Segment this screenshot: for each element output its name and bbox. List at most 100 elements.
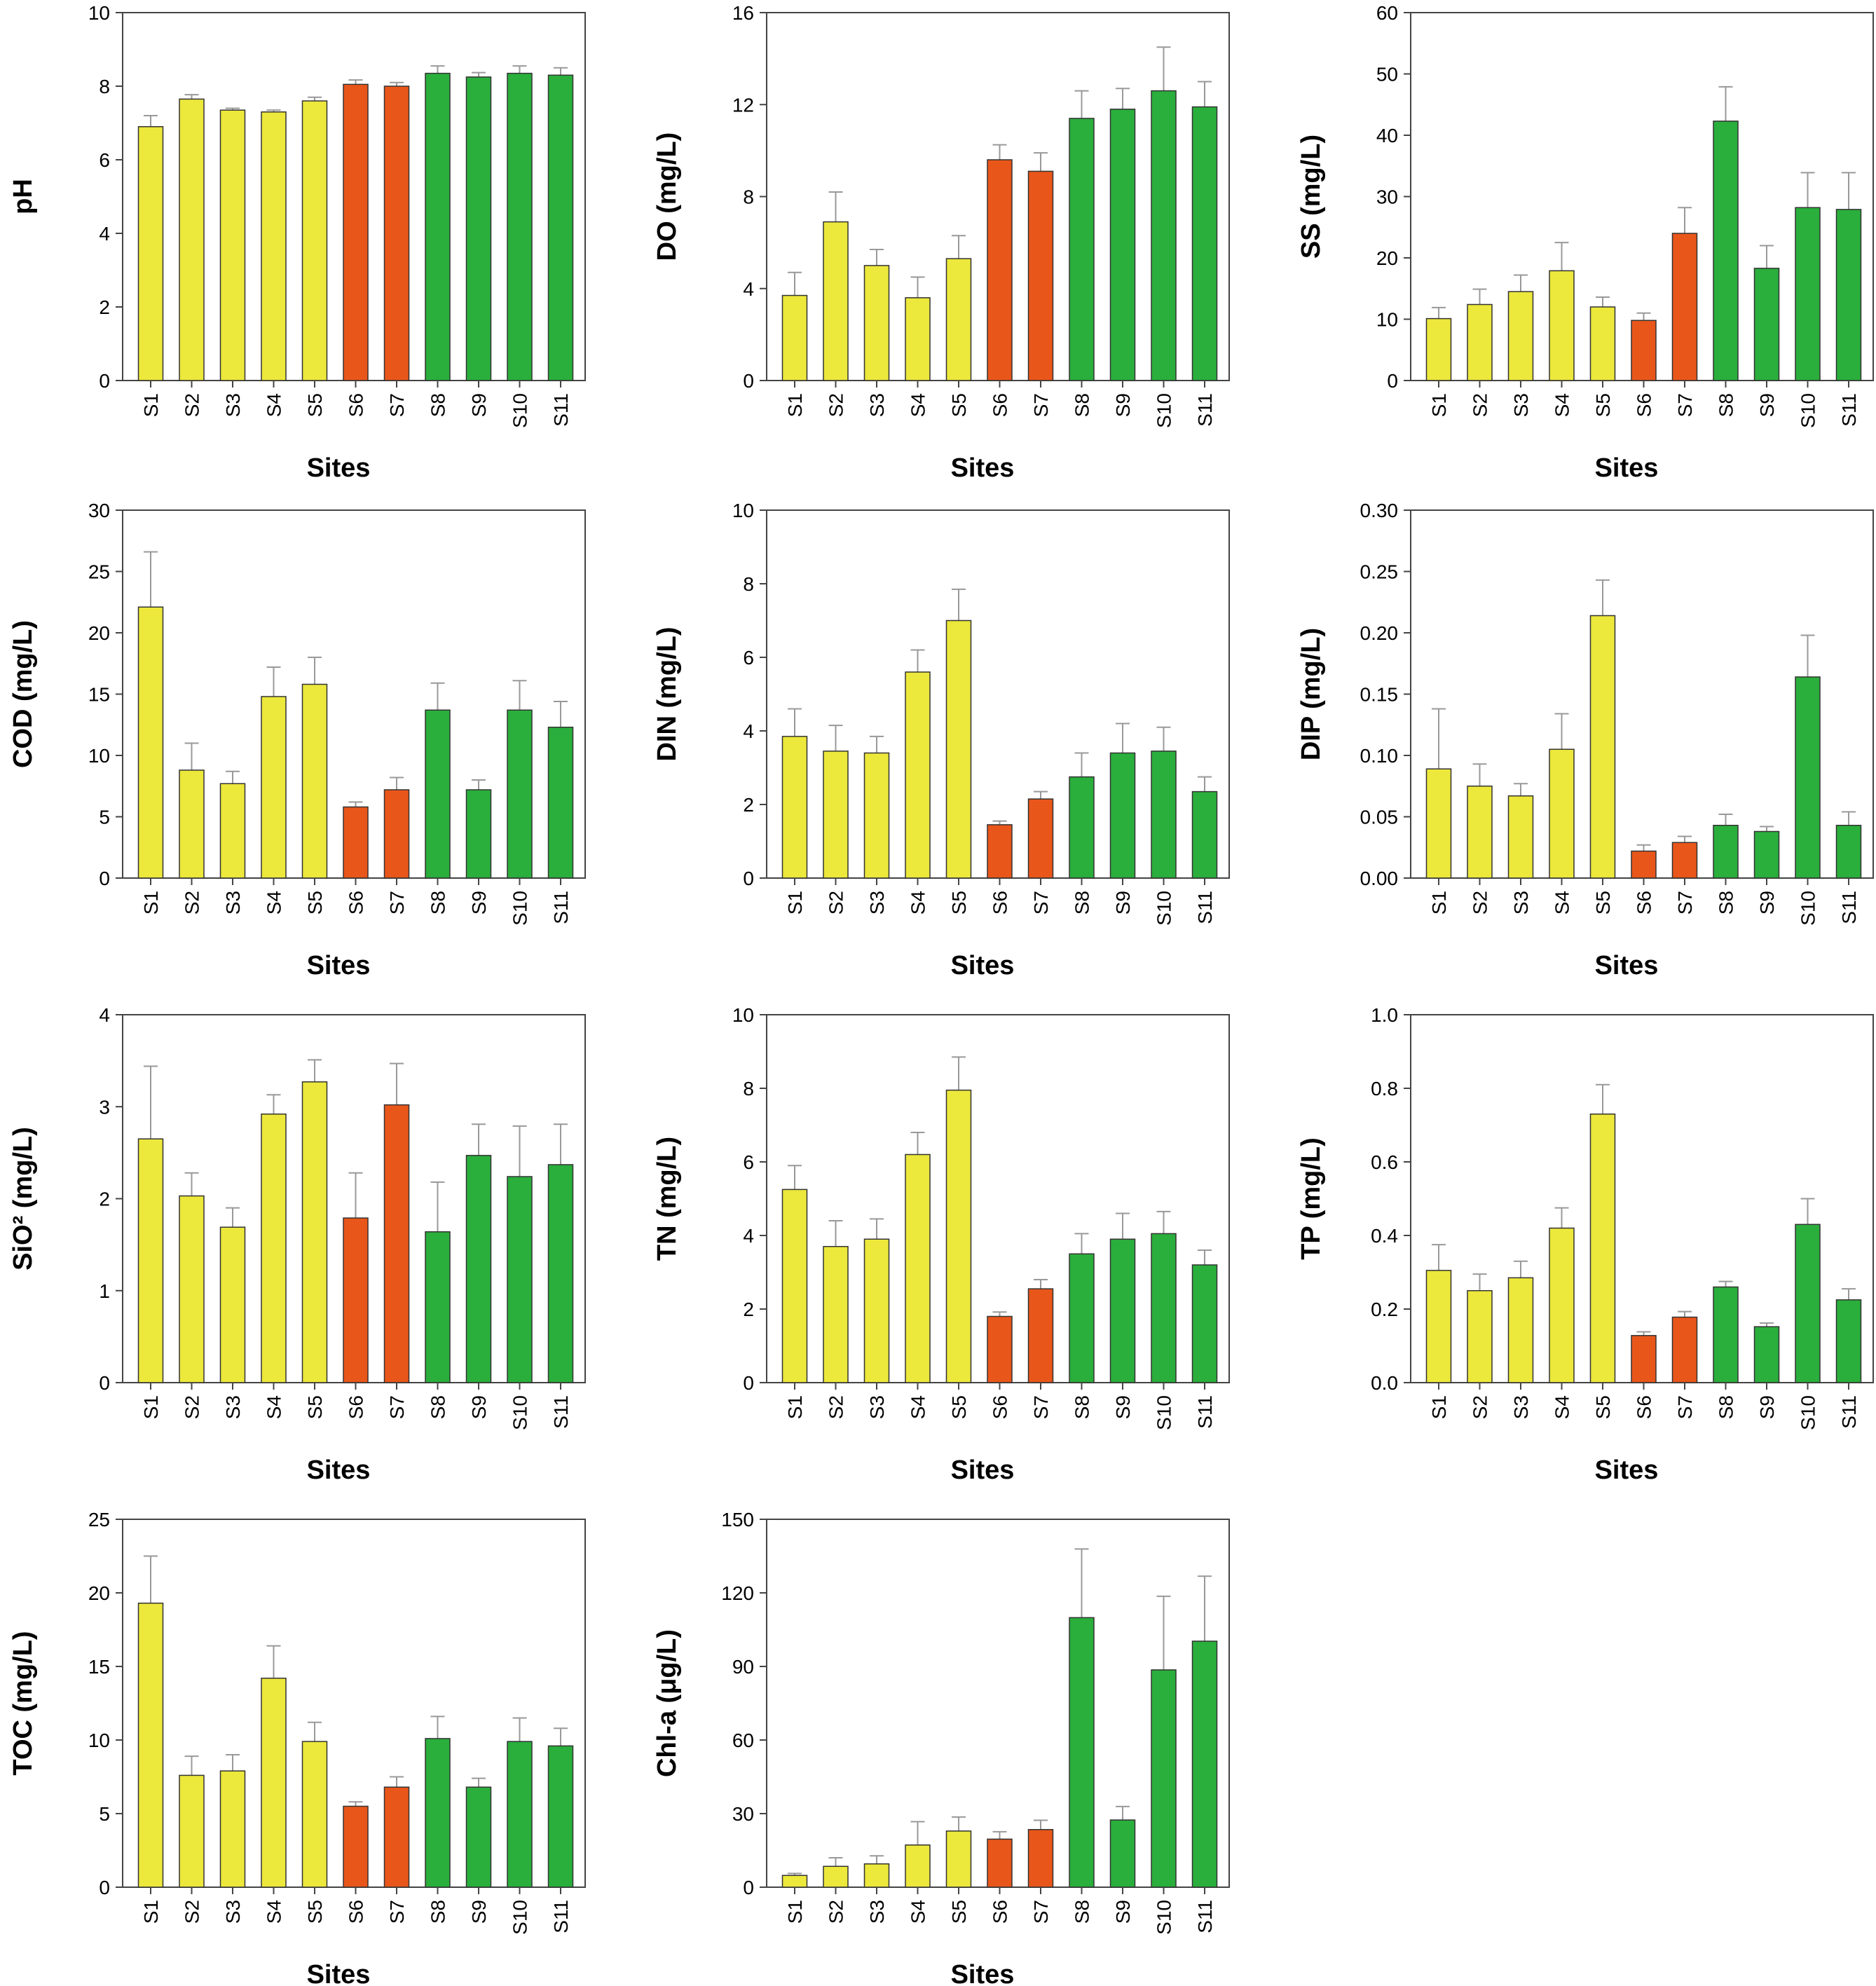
bar-S7 (1671, 1316, 1698, 1383)
x-tick-label-S1: S1 (784, 1900, 806, 1924)
y-tick-label: 0 (99, 1372, 110, 1394)
bar-S2 (823, 221, 849, 381)
x-tick-label-S6: S6 (990, 1395, 1011, 1419)
x-tick-label-S1: S1 (784, 1395, 806, 1419)
bar-S1 (1425, 768, 1452, 879)
bar-S10 (1151, 90, 1177, 381)
y-tick-label: 0.4 (1371, 1225, 1398, 1247)
x-axis-title: Sites (307, 453, 371, 483)
bar-S1 (1425, 1270, 1452, 1383)
x-tick-label-S7: S7 (1674, 393, 1696, 417)
bar-S2 (1467, 303, 1493, 381)
y-tick-label: 1 (99, 1280, 110, 1302)
bar-S3 (219, 1770, 246, 1888)
bar-S7 (1027, 170, 1054, 381)
bar-S6 (987, 1315, 1013, 1383)
bar-S3 (863, 1238, 890, 1383)
x-tick-label-S11: S11 (550, 1395, 572, 1429)
bar-S6 (987, 824, 1013, 879)
y-tick-label: 120 (721, 1582, 754, 1604)
bar-S4 (905, 671, 931, 879)
x-tick-label-S10: S10 (1153, 1900, 1175, 1935)
bar-S1 (781, 294, 808, 381)
x-axis-title: Sites (951, 1456, 1015, 1485)
x-tick-label-S6: S6 (345, 393, 367, 417)
bar-S8 (1713, 121, 1739, 381)
y-tick-label: 12 (732, 94, 754, 116)
bar-S1 (137, 1138, 164, 1383)
x-tick-label-S7: S7 (1030, 891, 1052, 915)
x-tick-label-S10: S10 (1153, 1395, 1175, 1430)
bar-S9 (465, 76, 492, 381)
bar-S4 (1549, 270, 1575, 381)
bar-S3 (1507, 795, 1534, 879)
x-tick-label-S4: S4 (1552, 393, 1573, 417)
y-axis-title: SiO² (mg/L) (8, 1127, 38, 1271)
bar-S6 (343, 1805, 369, 1888)
y-tick-label: 10 (88, 2, 110, 24)
bar-S10 (507, 709, 533, 879)
x-tick-label-S3: S3 (222, 393, 244, 417)
x-tick-label-S4: S4 (908, 393, 929, 417)
x-tick-label-S1: S1 (140, 393, 162, 417)
x-tick-label-S2: S2 (826, 1900, 847, 1924)
x-tick-label-S4: S4 (263, 393, 285, 417)
y-tick-label: 8 (743, 1078, 754, 1100)
chart-panel-din: 0 2 4 6 8 10 DIN (mg/L) S1 S2 S3 S4 S5 S6 S7 S8 S9 S10 S1… (652, 500, 1230, 980)
x-tick-label-S8: S8 (427, 891, 449, 915)
x-tick-label-S1: S1 (140, 1395, 162, 1419)
x-tick-label-S2: S2 (182, 891, 203, 915)
bar-S10 (507, 1176, 533, 1383)
y-tick-label: 15 (88, 684, 110, 706)
x-tick-label-S9: S9 (468, 891, 490, 915)
x-tick-label-S1: S1 (140, 891, 162, 915)
chart-panel-cod: 0 5 10 15 20 25 30 COD (mg/L) S1 S2 S3 S4 S5 S6 S7 S8 S9… (8, 500, 586, 980)
bar-S5 (301, 100, 328, 381)
x-tick-label-S8: S8 (427, 1395, 449, 1419)
bar-S7 (1671, 842, 1698, 879)
bar-S10 (1151, 751, 1177, 879)
y-tick-label: 30 (732, 1803, 754, 1825)
chart-panel-chla: 0 30 60 90 120 150 Chl-a (μg/L) S1 S2 S3 S4 S5 S6 S7 S… (652, 1509, 1230, 1986)
bar-S8 (1713, 1286, 1739, 1383)
bar-S11 (1835, 209, 1862, 381)
bar-S9 (1109, 1238, 1136, 1383)
x-tick-label-S7: S7 (386, 1395, 408, 1419)
x-tick-label-S10: S10 (509, 1395, 531, 1430)
x-tick-label-S2: S2 (182, 393, 203, 417)
y-tick-label: 10 (732, 500, 754, 521)
bar-S8 (1713, 825, 1739, 879)
bar-S5 (1589, 615, 1616, 879)
x-tick-label-S3: S3 (222, 891, 244, 915)
y-tick-label: 0 (743, 1372, 754, 1394)
bar-S2 (179, 98, 205, 381)
bar-S8 (1069, 1253, 1095, 1383)
bar-S8 (425, 72, 451, 381)
chart-panel-tn: 0 2 4 6 8 10 TN (mg/L) S1 S2 S3 S4 S5 S6 S7 S8 S9 S10 S11… (652, 1004, 1230, 1485)
x-tick-label-S1: S1 (1428, 1395, 1450, 1419)
y-tick-label: 0 (743, 370, 754, 392)
bar-S11 (547, 1164, 574, 1383)
x-tick-label-S3: S3 (222, 1395, 244, 1419)
x-tick-label-S11: S11 (550, 1900, 572, 1933)
bar-S10 (1795, 676, 1821, 879)
bar-S5 (945, 1089, 972, 1383)
y-tick-label: 20 (88, 622, 110, 644)
x-tick-label-S2: S2 (182, 1900, 203, 1924)
y-tick-label: 20 (88, 1582, 110, 1604)
bar-S10 (507, 72, 533, 381)
y-tick-label: 4 (99, 223, 110, 245)
x-tick-label-S8: S8 (427, 393, 449, 417)
y-tick-label: 30 (88, 500, 110, 521)
y-tick-label: 150 (721, 1509, 754, 1530)
x-tick-label-S6: S6 (1634, 393, 1655, 417)
y-axis-title: TN (mg/L) (652, 1137, 682, 1261)
bar-S9 (1753, 830, 1780, 879)
bar-S11 (547, 727, 574, 879)
x-tick-label-S7: S7 (1674, 891, 1696, 915)
bar-S7 (383, 1104, 410, 1383)
x-tick-label-S8: S8 (427, 1900, 449, 1924)
y-tick-label: 0.0 (1371, 1372, 1398, 1394)
y-tick-label: 0.25 (1360, 561, 1399, 583)
